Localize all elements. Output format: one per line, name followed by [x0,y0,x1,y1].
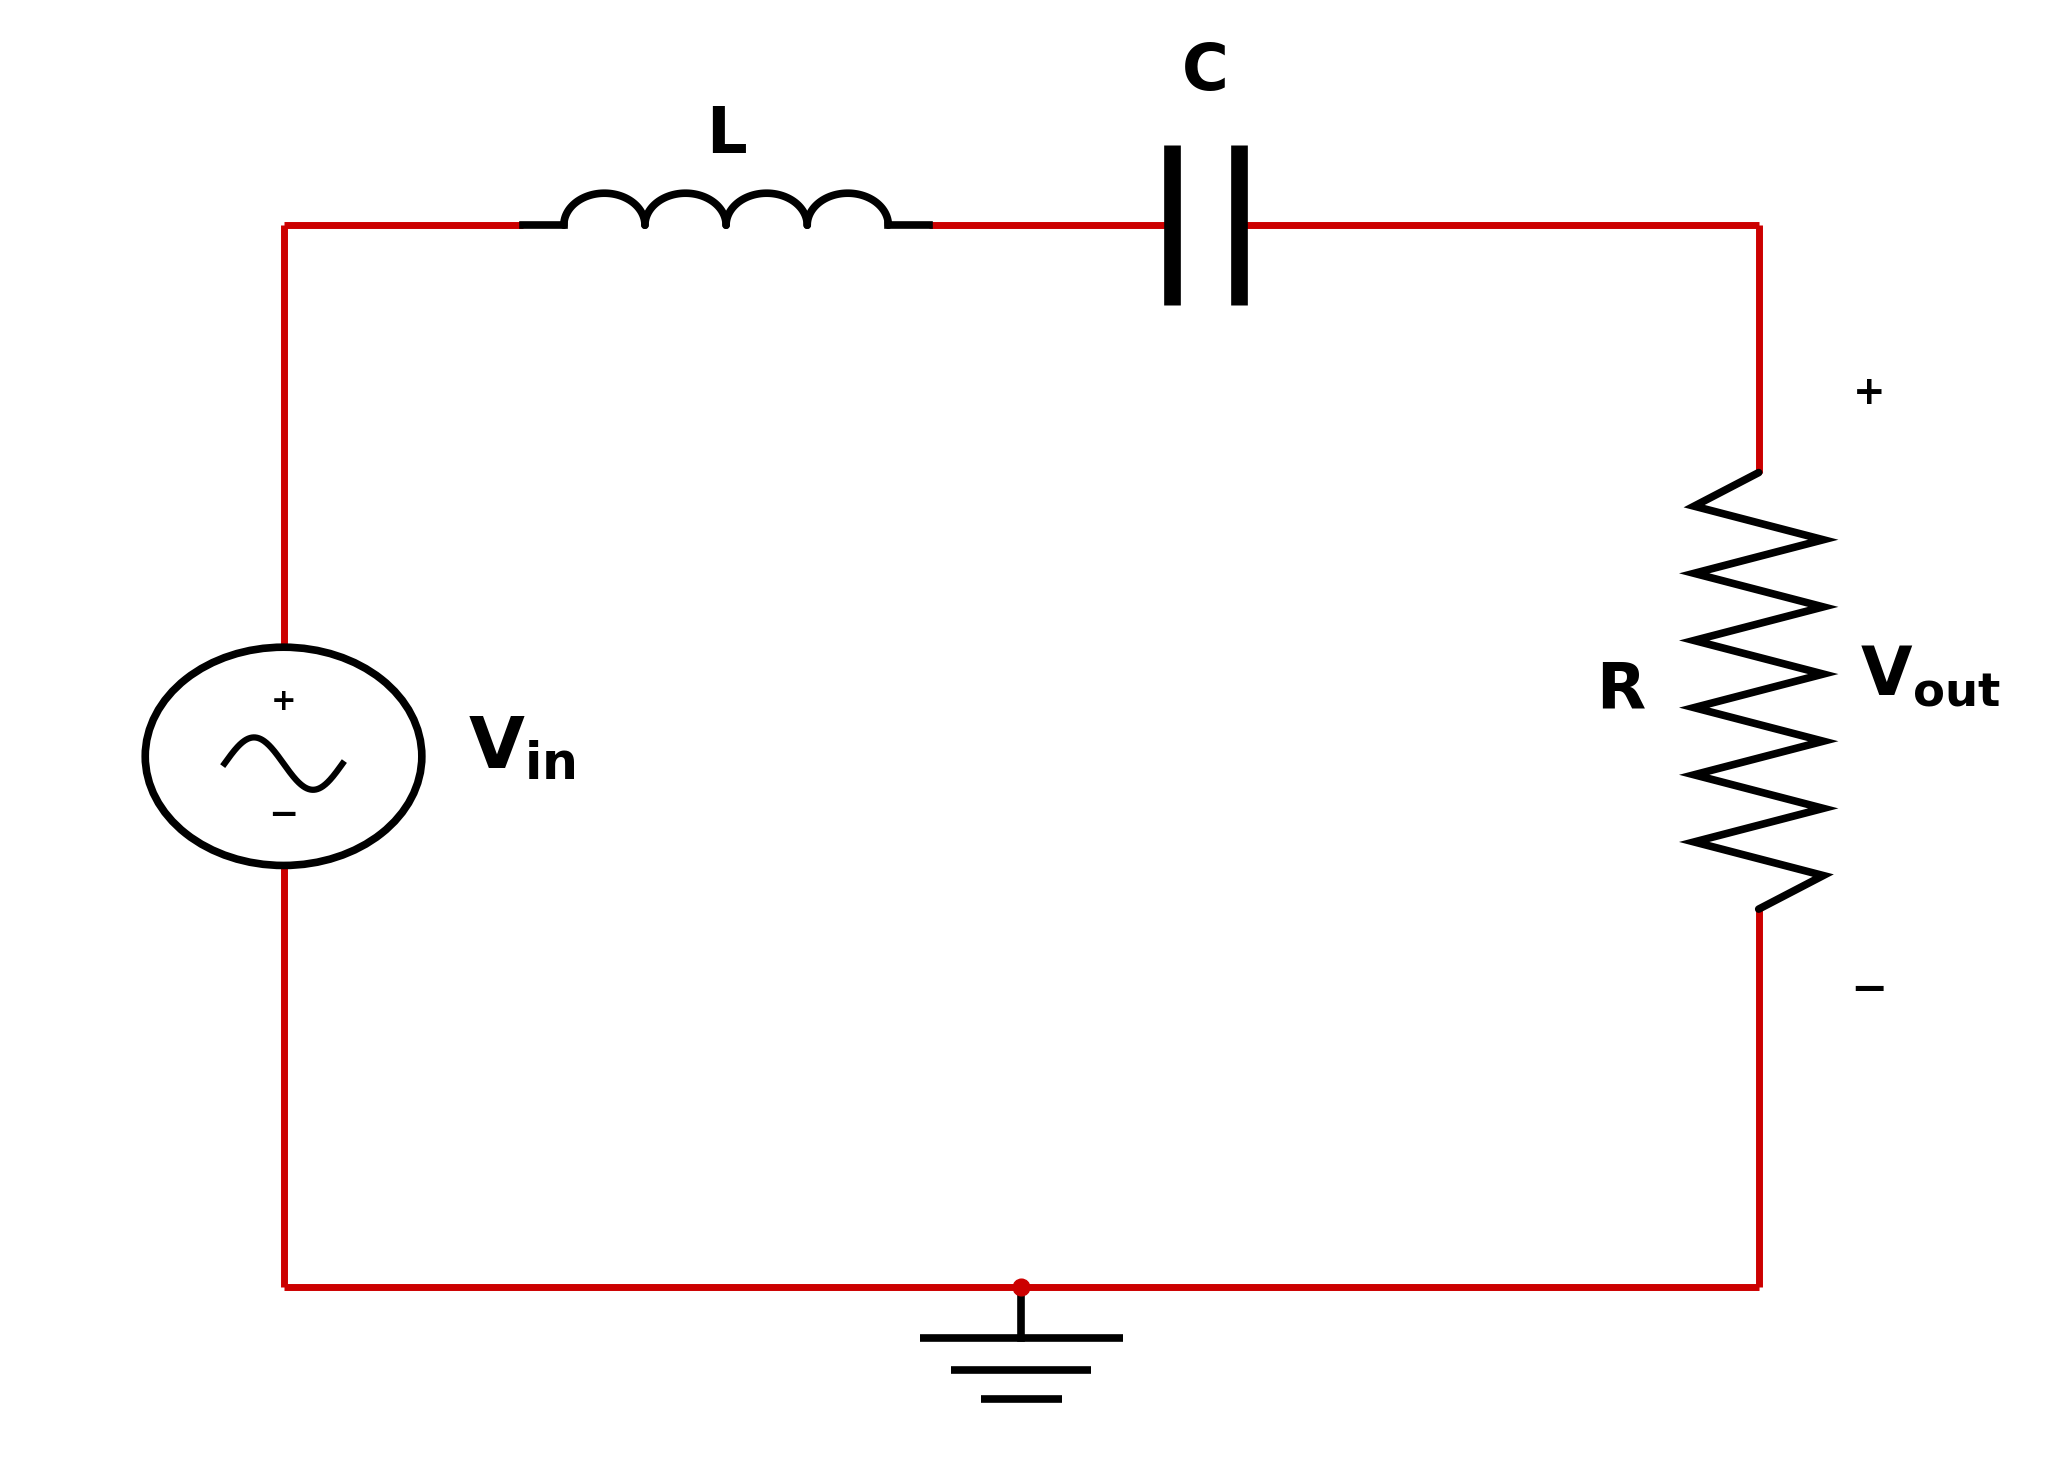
Text: $\mathbf{V_{out}}$: $\mathbf{V_{out}}$ [1860,643,2001,710]
Text: R: R [1596,660,1645,721]
Text: −: − [1852,968,1888,1011]
Text: L: L [706,104,747,166]
Text: +: + [1854,373,1886,411]
Text: +: + [270,686,297,715]
Text: −: − [268,798,299,831]
Text: C: C [1183,41,1230,103]
Text: $\mathbf{V_{in}}$: $\mathbf{V_{in}}$ [469,714,575,783]
